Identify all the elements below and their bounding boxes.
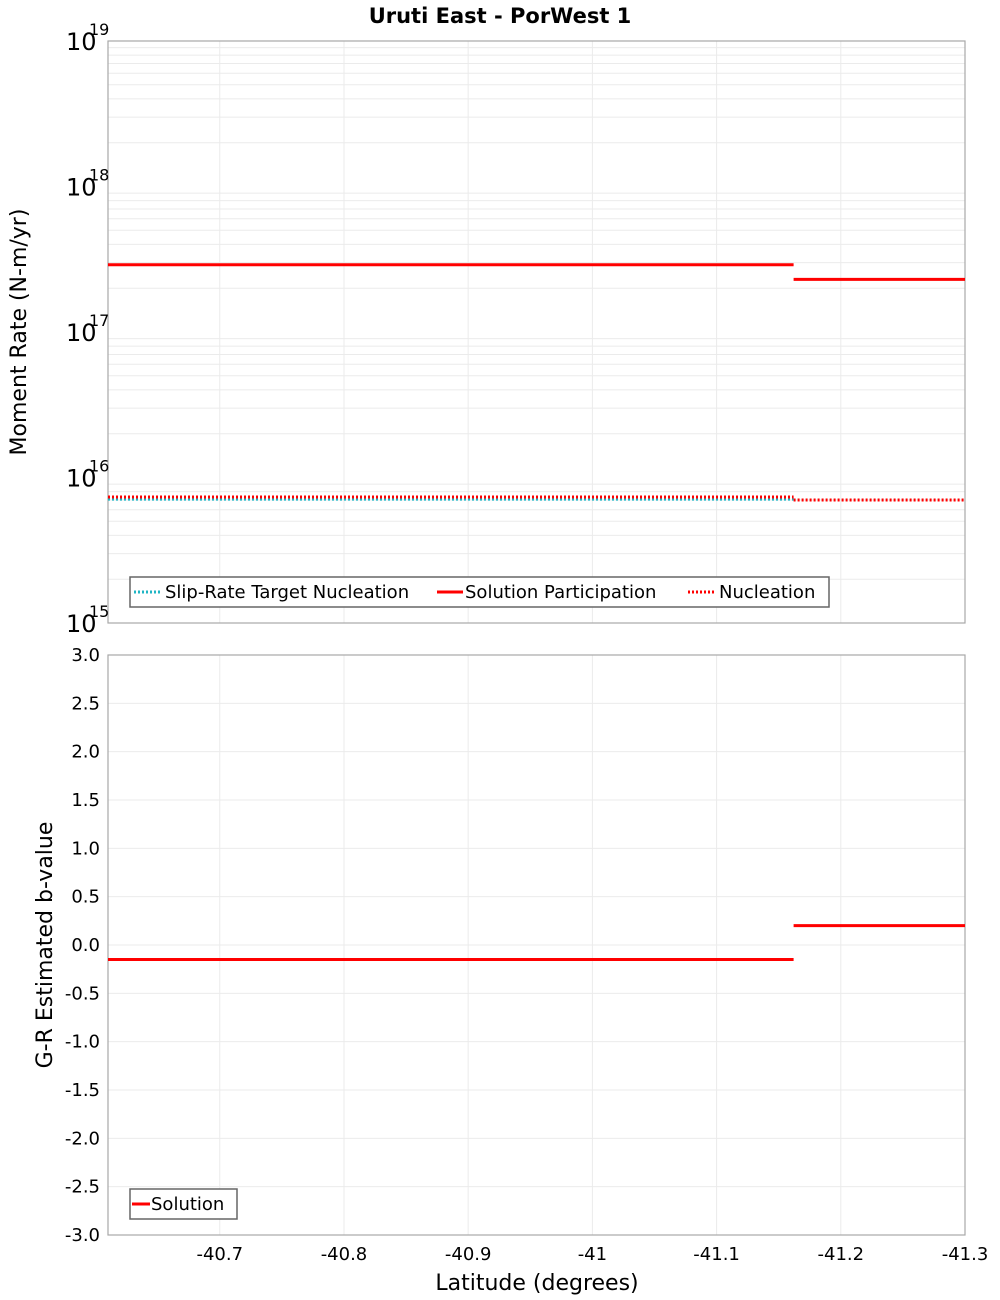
svg-text:Solution: Solution (151, 1194, 224, 1215)
x-tick-label: -41 (578, 1244, 607, 1265)
y-tick-label: -1.0 (65, 1032, 100, 1053)
x-axis-label: Latitude (degrees) (435, 1271, 638, 1296)
chart-title: Uruti East - PorWest 1 (369, 4, 632, 28)
legend-top: Slip-Rate Target Nucleation Solution Part… (129, 576, 830, 608)
svg-text:17: 17 (89, 311, 109, 330)
y-tick-label: 2.5 (71, 693, 100, 714)
top-y-axis-label: Moment Rate (N-m/yr) (7, 209, 32, 456)
x-tick-label: -40.7 (196, 1244, 243, 1265)
y-tick-label: -2.5 (65, 1177, 100, 1198)
y-tick-label: 0.5 (71, 887, 100, 908)
x-tick-label: -40.9 (445, 1244, 492, 1265)
x-tick-label: -41.2 (818, 1244, 865, 1265)
svg-text:10: 10 (66, 465, 97, 493)
svg-text:16: 16 (89, 457, 109, 476)
y-tick-label: 0.0 (71, 935, 100, 956)
svg-text:Nucleation: Nucleation (719, 582, 815, 603)
svg-text:Slip-Rate Target Nucleation: Slip-Rate Target Nucleation (165, 582, 409, 603)
y-tick-label: 2.0 (71, 742, 100, 763)
y-tick-label: -1.5 (65, 1080, 100, 1101)
svg-text:10: 10 (66, 610, 97, 638)
svg-text:15: 15 (89, 602, 109, 621)
svg-text:19: 19 (89, 20, 109, 39)
x-tick-label: -40.8 (321, 1244, 368, 1265)
y-tick-label: -0.5 (65, 983, 100, 1004)
y-tick-label: -2.0 (65, 1128, 100, 1149)
svg-text:10: 10 (66, 28, 97, 56)
svg-text:10: 10 (66, 174, 97, 202)
svg-text:Solution Participation: Solution Participation (465, 582, 656, 603)
y-tick-label: -3.0 (65, 1225, 100, 1246)
x-tick-label: -41.3 (942, 1244, 989, 1265)
b-value-plot: 3.0 2.5 2.0 1.5 1.0 0.5 0.0 -0.5 -1.0 -1.5 -2.0 -2.… (65, 645, 988, 1265)
bottom-y-axis-label: G-R Estimated b-value (33, 822, 58, 1069)
svg-text:10: 10 (66, 319, 97, 347)
svg-text:18: 18 (89, 166, 109, 185)
legend-bottom: Solution (129, 1188, 238, 1220)
x-tick-label: -41.1 (693, 1244, 740, 1265)
y-tick-label: 3.0 (71, 645, 100, 666)
y-tick-label: 1.0 (71, 838, 100, 859)
y-tick-label: 1.5 (71, 790, 100, 811)
